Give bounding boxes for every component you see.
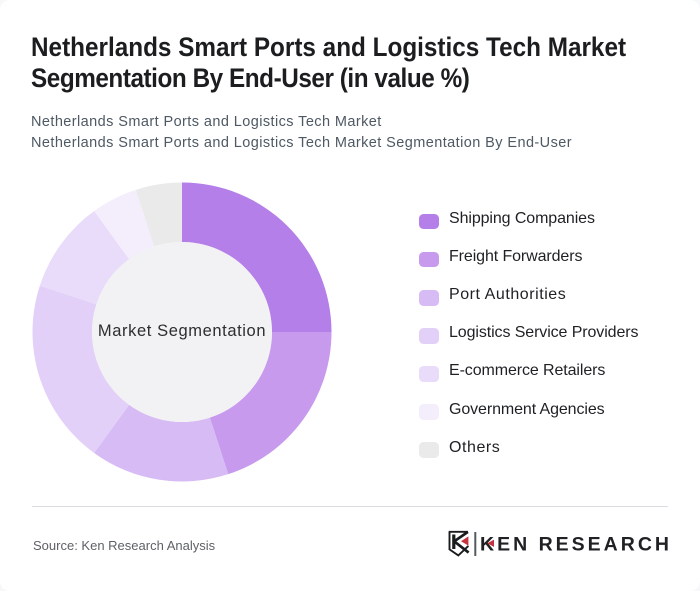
- svg-text:KEN RESEARCH: KEN RESEARCH: [480, 533, 669, 555]
